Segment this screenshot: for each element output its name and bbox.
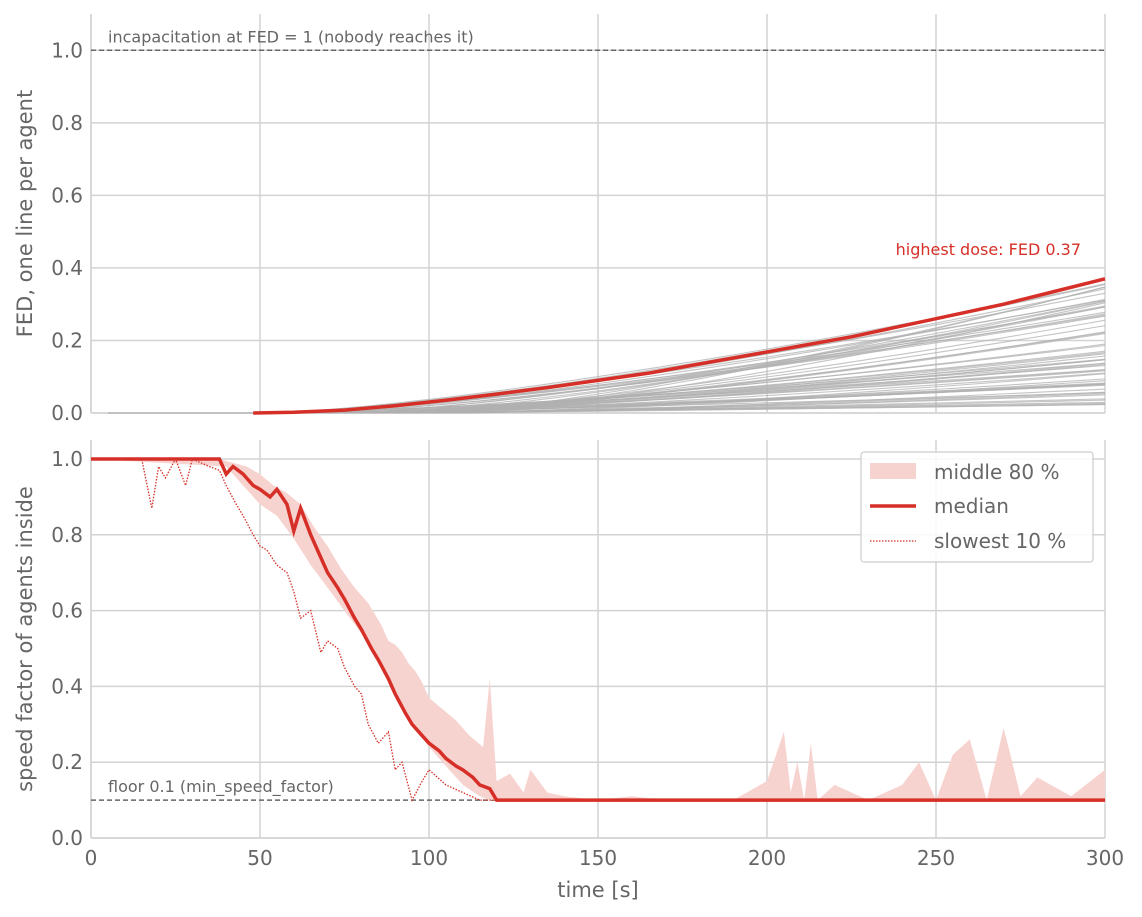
highest-dose-annotation: highest dose: FED 0.37 <box>896 240 1081 259</box>
legend-label-median: median <box>934 494 1009 518</box>
y-tick-label: 0.8 <box>51 523 83 547</box>
x-tick-label: 50 <box>247 846 272 870</box>
y-tick-label: 0.4 <box>51 674 83 698</box>
agent-line <box>441 380 1106 414</box>
x-tick-label: 250 <box>917 846 955 870</box>
agent-line <box>301 306 1106 414</box>
y-tick-label: 1.0 <box>51 38 83 62</box>
y-tick-label: 1.0 <box>51 447 83 471</box>
x-tick-label: 100 <box>410 846 448 870</box>
y-axis-label: speed factor of agents inside <box>13 486 37 792</box>
y-tick-label: 0.0 <box>51 826 83 850</box>
speed-factor-panel: 0 50 100 150 200 250 300 0.0 0.2 0.4 0.6 0.8 1.0 spee… <box>13 440 1124 902</box>
legend-label-band: middle 80 % <box>934 460 1059 484</box>
y-tick-label: 0.4 <box>51 256 83 280</box>
slowest-10-line <box>91 457 1105 802</box>
reference-line-label: incapacitation at FED = 1 (nobody reache… <box>108 27 474 46</box>
legend: middle 80 % median slowest 10 % <box>860 451 1094 563</box>
legend-swatch-band <box>870 463 916 479</box>
agent-lines <box>107 283 1106 414</box>
agent-line <box>429 392 1106 414</box>
y-tick-label: 0.2 <box>51 328 83 352</box>
fed-panel: 0.0 0.2 0.4 0.6 0.8 1.0 FED, one line per agen… <box>13 14 1106 425</box>
x-tick-label: 200 <box>748 846 786 870</box>
x-tick-label: 300 <box>1086 846 1124 870</box>
agent-line <box>376 355 1106 414</box>
y-tick-label: 0.0 <box>51 401 83 425</box>
median-line <box>91 457 1105 802</box>
middle-80-band <box>91 459 1105 801</box>
x-tick-label: 0 <box>85 846 98 870</box>
y-axis-label: FED, one line per agent <box>13 90 37 337</box>
legend-label-slowest: slowest 10 % <box>934 529 1066 553</box>
x-tick-label: 150 <box>579 846 617 870</box>
y-tick-label: 0.2 <box>51 750 83 774</box>
reference-line-label: floor 0.1 (min_speed_factor) <box>108 777 334 797</box>
agent-line <box>270 403 1106 414</box>
x-axis-label: time [s] <box>557 878 638 902</box>
agent-line <box>365 306 1106 414</box>
agent-line <box>401 325 1106 414</box>
y-tick-label: 0.6 <box>51 183 83 207</box>
highest-dose-line <box>253 277 1106 415</box>
y-tick-label: 0.6 <box>51 599 83 623</box>
legend-box <box>860 451 1094 563</box>
y-tick-label: 0.8 <box>51 111 83 135</box>
